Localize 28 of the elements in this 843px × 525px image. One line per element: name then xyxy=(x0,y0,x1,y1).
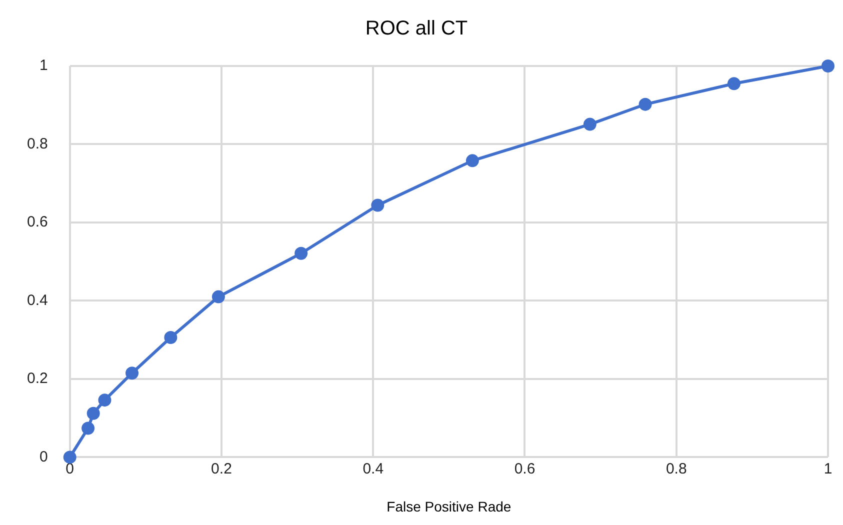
y-tick-label: 0.2 xyxy=(26,370,48,388)
x-tick-label: 0.2 xyxy=(211,460,232,478)
point xyxy=(86,406,100,420)
point xyxy=(727,77,740,90)
point xyxy=(212,290,225,304)
x-tick-label: 0.4 xyxy=(362,460,384,478)
point xyxy=(98,394,112,407)
y-tick-label: 0 xyxy=(40,448,48,466)
x-tick-label: 1 xyxy=(824,460,832,478)
x-tick-label: 0.6 xyxy=(514,460,536,478)
point xyxy=(466,154,479,168)
y-tick-label: 0.8 xyxy=(26,135,48,152)
chart-title: ROC all CT xyxy=(365,18,468,40)
y-tick-label: 0.4 xyxy=(26,292,48,309)
point xyxy=(164,330,178,344)
point xyxy=(63,450,76,464)
x-tick-label: 0.8 xyxy=(666,460,687,478)
point xyxy=(294,246,308,260)
y-tick-label: 0.6 xyxy=(26,214,48,231)
point xyxy=(822,60,834,72)
point xyxy=(126,366,139,380)
point xyxy=(583,118,596,131)
point xyxy=(638,98,652,111)
x-axis-title: False Positive Rade xyxy=(386,498,512,514)
x-tick-label: 0 xyxy=(66,460,74,478)
y-tick-label: 1 xyxy=(40,57,48,74)
point xyxy=(371,198,384,212)
point xyxy=(82,422,95,435)
